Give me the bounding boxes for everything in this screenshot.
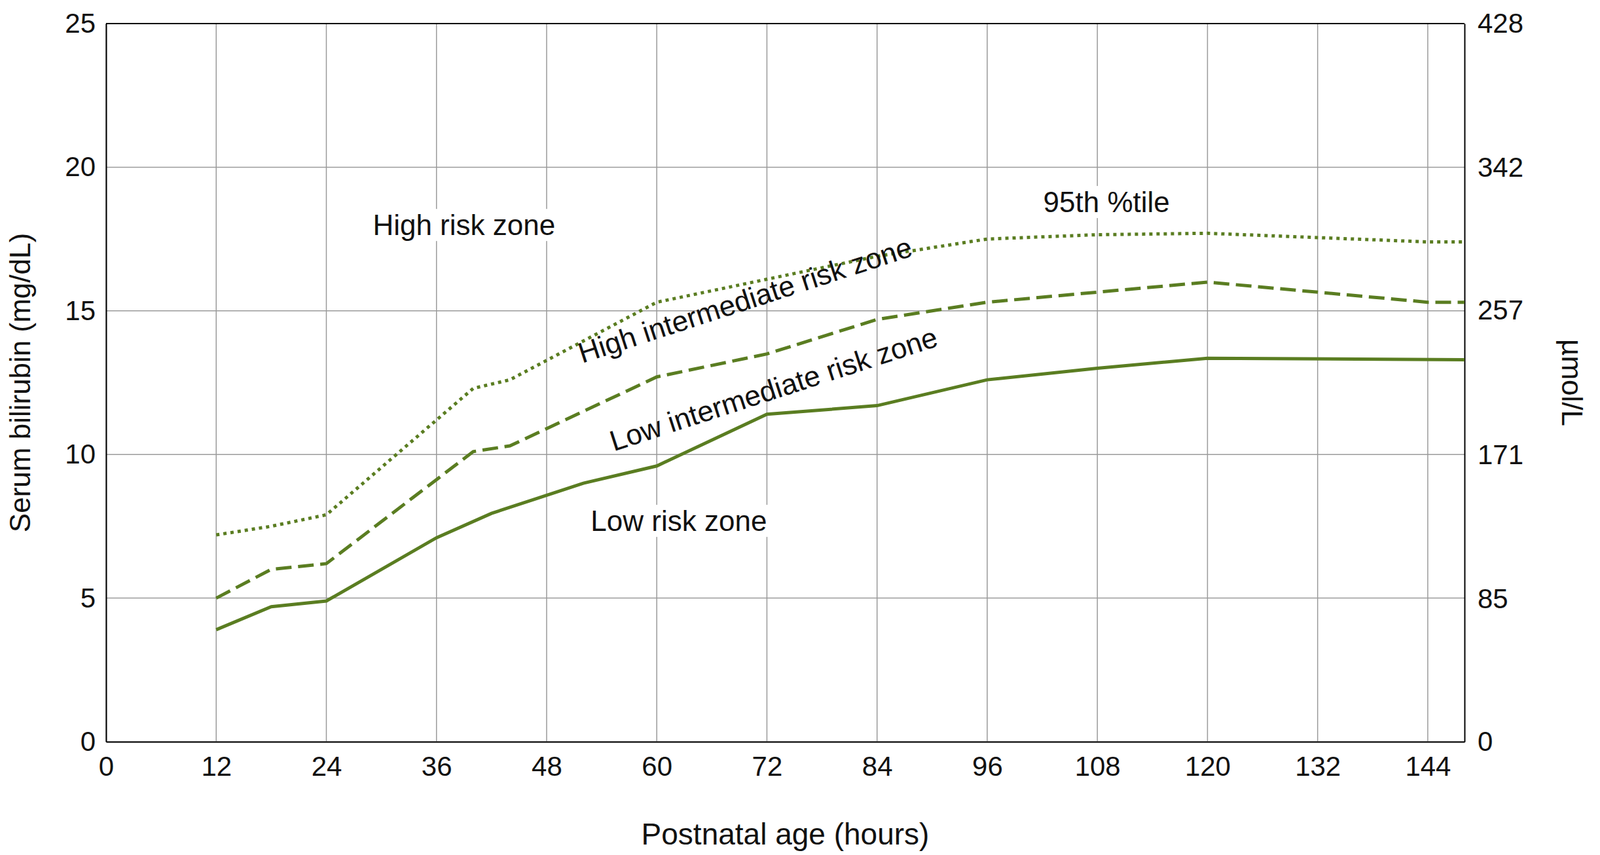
tick-label: 171 bbox=[1477, 439, 1524, 471]
tick-label: 15 bbox=[64, 295, 96, 327]
tick-label: 60 bbox=[641, 750, 673, 782]
tick-label: 132 bbox=[1294, 750, 1341, 782]
tick: 108 bbox=[1074, 741, 1121, 782]
tick: 60 bbox=[641, 741, 673, 782]
tick: 72 bbox=[752, 741, 783, 782]
tick-label: 120 bbox=[1184, 750, 1231, 782]
annotation: Low intermediate risk zone bbox=[605, 320, 942, 457]
tick-label: 24 bbox=[311, 750, 343, 782]
tick-label: 36 bbox=[421, 750, 453, 782]
grid-line-x bbox=[986, 23, 988, 742]
tick-label: 428 bbox=[1477, 7, 1524, 39]
grid-line-y bbox=[106, 453, 1465, 455]
annotation: High risk zone bbox=[372, 208, 556, 241]
tick: 36 bbox=[421, 741, 453, 782]
tick: 144 bbox=[1404, 741, 1451, 782]
tick: 15 bbox=[64, 295, 107, 327]
tick-label: 96 bbox=[972, 750, 1003, 782]
tick: 96 bbox=[972, 741, 1003, 782]
tick: 120 bbox=[1184, 741, 1231, 782]
annotation-bg bbox=[1036, 185, 1177, 219]
tick: 0 bbox=[80, 726, 107, 757]
tick-label: 257 bbox=[1477, 294, 1524, 326]
tick: 0 bbox=[98, 741, 114, 782]
tick: 171 bbox=[1464, 439, 1524, 471]
tick-label: 20 bbox=[64, 151, 96, 182]
y2-axis: 0 85 171 257 342 428 bbox=[1464, 7, 1524, 757]
lines bbox=[216, 233, 1465, 630]
tick: 25 bbox=[64, 7, 107, 39]
grid-line-x bbox=[215, 23, 217, 742]
tick-label: 144 bbox=[1404, 750, 1451, 782]
annotation-bg bbox=[365, 208, 562, 241]
tick: 48 bbox=[531, 741, 563, 782]
grid-line-y bbox=[106, 741, 1465, 743]
tick-label: 342 bbox=[1477, 151, 1524, 183]
tick-label: 85 bbox=[1477, 583, 1509, 615]
grid-line-x bbox=[436, 23, 438, 742]
y2-axis-line bbox=[1464, 24, 1466, 743]
x-axis: 0 12 24 36 48 60 72 84 96 108 120 132 144 bbox=[98, 741, 1466, 782]
tick-label: 12 bbox=[200, 750, 232, 782]
y2-axis-title: µmol/L bbox=[1556, 339, 1589, 427]
tick-label: 108 bbox=[1074, 750, 1121, 782]
tick: 12 bbox=[200, 741, 232, 782]
tick-label: 84 bbox=[862, 750, 893, 782]
y-axis-line bbox=[106, 24, 108, 743]
chart: 0122436486072849610812013214405101520250… bbox=[0, 0, 1600, 855]
tick: 20 bbox=[64, 151, 107, 182]
grid-line-y bbox=[106, 310, 1465, 312]
tick: 0 bbox=[1464, 726, 1493, 757]
tick: 132 bbox=[1294, 741, 1341, 782]
grid-line-y bbox=[106, 22, 1465, 25]
tick: 24 bbox=[311, 741, 343, 782]
tick-label: 0 bbox=[98, 750, 114, 782]
grid-line-x bbox=[876, 23, 878, 742]
grid-line-x bbox=[1207, 23, 1209, 742]
tick: 85 bbox=[1464, 583, 1509, 615]
series-line bbox=[216, 358, 1465, 630]
tick: 257 bbox=[1464, 294, 1524, 326]
tick: 84 bbox=[862, 741, 893, 782]
grid-line-x bbox=[1096, 23, 1098, 742]
y-axis-title: Serum bilirubin (mg/dL) bbox=[3, 233, 37, 533]
tick-label: 0 bbox=[80, 726, 96, 757]
grid-line-y bbox=[106, 166, 1465, 169]
grid-line-x bbox=[326, 23, 328, 742]
plot: 0122436486072849610812013214405101520250… bbox=[64, 7, 1524, 782]
annotation: 95th %tile bbox=[1043, 185, 1170, 219]
tick: 10 bbox=[64, 438, 107, 470]
tick-label: 25 bbox=[64, 7, 96, 39]
x-axis-title: Postnatal age (hours) bbox=[641, 817, 930, 852]
annotation: Low risk zone bbox=[590, 504, 767, 537]
tick-label: 0 bbox=[1477, 726, 1493, 757]
tick: 428 bbox=[1464, 7, 1524, 39]
tick-label: 48 bbox=[531, 750, 563, 782]
grid-line-x bbox=[105, 23, 107, 742]
x-axis-line bbox=[106, 741, 1466, 744]
grid-line-x bbox=[655, 23, 658, 742]
grid-line-x bbox=[1427, 23, 1429, 742]
frame bbox=[106, 22, 1465, 25]
grid-line-y bbox=[106, 597, 1465, 600]
annotations: High risk zone95th %tileHigh intermediat… bbox=[365, 185, 1176, 537]
tick-label: 5 bbox=[80, 582, 96, 614]
grid bbox=[106, 23, 1465, 742]
tick-label: 72 bbox=[752, 750, 783, 782]
tick-label: 10 bbox=[64, 438, 96, 470]
tick: 342 bbox=[1464, 151, 1524, 183]
tick: 5 bbox=[80, 582, 107, 614]
grid-line-x bbox=[545, 23, 548, 742]
y-axis: 0 5 10 15 20 25 bbox=[64, 7, 107, 757]
grid-line-x bbox=[1317, 23, 1319, 742]
annotation-bg bbox=[583, 504, 774, 537]
series-line bbox=[216, 282, 1465, 599]
